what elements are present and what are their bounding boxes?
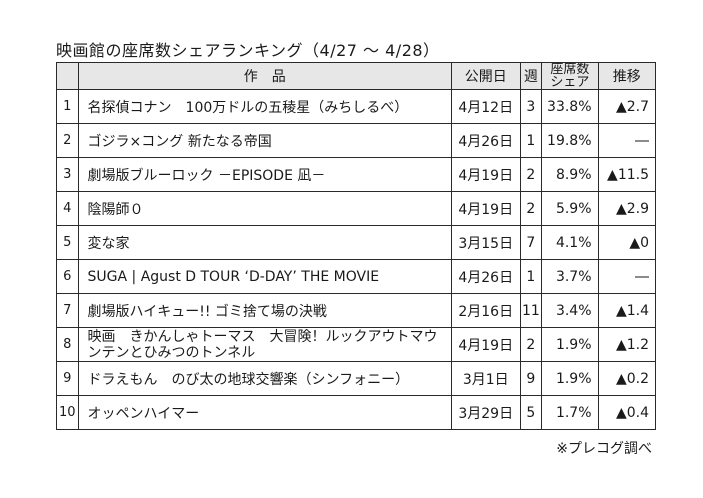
rank-cell: 6 [56,259,79,294]
trend-cell: ▲11.5 [597,157,657,192]
weeks-cell: 1 [519,259,543,294]
title-cell: 映画 きかんしゃトーマス 大冒険！ルックアウトマウンテンとひみつのトンネル [77,327,452,362]
title-cell: 陰陽師０ [77,191,452,226]
share-cell: 19.8% [541,123,599,158]
share-cell: 3.7% [541,259,599,294]
release-date-cell: 4月19日 [450,327,521,362]
trend-cell: ▲1.2 [597,327,657,362]
share-cell: 1.7% [541,395,599,430]
table-row: 5 変な家 3月15日 7 4.1% ▲0 [56,225,657,260]
table-row: 7 劇場版ハイキュー!! ゴミ捨て場の決戦 2月16日 11 3.4% ▲1.4 [56,293,657,328]
page-title: 映画館の座席数シェアランキング（4/27 ～ 4/28） [56,41,440,60]
header-release-date: 公開日 [450,62,521,90]
header-title-label: 作 品 [243,69,286,85]
table-row: 8 映画 きかんしゃトーマス 大冒険！ルックアウトマウンテンとひみつのトンネル … [56,327,657,362]
trend-cell: ― [597,123,657,158]
trend-cell: ▲2.7 [597,89,657,124]
trend-cell: ― [597,259,657,294]
weeks-cell: 2 [519,157,543,192]
share-cell: 1.9% [541,361,599,396]
share-cell: 1.9% [541,327,599,362]
release-date-cell: 4月19日 [450,191,521,226]
release-date-cell: 3月1日 [450,361,521,396]
release-date-cell: 4月26日 [450,123,521,158]
share-cell: 33.8% [541,89,599,124]
rank-cell: 1 [56,89,79,124]
trend-cell: ▲0.2 [597,361,657,396]
title-cell: オッペンハイマー [77,395,452,430]
weeks-cell: 2 [519,327,543,362]
rank-cell: 5 [56,225,79,260]
weeks-cell: 7 [519,225,543,260]
trend-cell: ▲1.4 [597,293,657,328]
trend-cell: ▲0.4 [597,395,657,430]
title-cell: 名探偵コナン 100万ドルの五稜星（みちしるべ） [77,89,452,124]
header-trend: 推移 [597,62,657,90]
table-row: 3 劇場版ブルーロック －EPISODE 凪－ 4月19日 2 8.9% ▲11… [56,157,657,192]
weeks-cell: 5 [519,395,543,430]
rank-cell: 3 [56,157,79,192]
header-share-line1: 座席数 [550,62,590,77]
rank-cell: 10 [56,395,79,430]
header-title: 作 品 [77,62,452,90]
title-cell: SUGA | Agust D TOUR ‘D-DAY’ THE MOVIE [77,259,452,294]
rank-cell: 7 [56,293,79,328]
title-cell: 劇場版ハイキュー!! ゴミ捨て場の決戦 [77,293,452,328]
release-date-cell: 2月16日 [450,293,521,328]
share-cell: 4.1% [541,225,599,260]
share-cell: 3.4% [541,293,599,328]
rank-cell: 2 [56,123,79,158]
release-date-cell: 3月15日 [450,225,521,260]
table-header-row: 作 品 公開日 週 座席数 シェア 推移 [56,62,657,90]
trend-cell: ▲2.9 [597,191,657,226]
rank-cell: 8 [56,327,79,362]
title-cell: 変な家 [77,225,452,260]
header-weeks: 週 [519,62,543,90]
source-footnote: ※プレコグ調べ [556,441,652,457]
header-share-line2: シェア [550,75,590,90]
rank-cell: 9 [56,361,79,396]
release-date-cell: 3月29日 [450,395,521,430]
title-cell: ドラえもん のび太の地球交響楽（シンフォニー） [77,361,452,396]
table-row: 10 オッペンハイマー 3月29日 5 1.7% ▲0.4 [56,395,657,430]
table-row: 4 陰陽師０ 4月19日 2 5.9% ▲2.9 [56,191,657,226]
title-cell: 劇場版ブルーロック －EPISODE 凪－ [77,157,452,192]
share-cell: 8.9% [541,157,599,192]
header-share: 座席数 シェア [541,62,599,90]
weeks-cell: 2 [519,191,543,226]
weeks-cell: 3 [519,89,543,124]
header-rank [56,62,79,90]
title-cell: ゴジラ×コング 新たなる帝国 [77,123,452,158]
table-row: 1 名探偵コナン 100万ドルの五稜星（みちしるべ） 4月12日 3 33.8%… [56,89,657,124]
table-row: 2 ゴジラ×コング 新たなる帝国 4月26日 1 19.8% ― [56,123,657,158]
share-cell: 5.9% [541,191,599,226]
table-row: 6 SUGA | Agust D TOUR ‘D-DAY’ THE MOVIE … [56,259,657,294]
trend-cell: ▲0 [597,225,657,260]
rank-cell: 4 [56,191,79,226]
weeks-cell: 1 [519,123,543,158]
release-date-cell: 4月19日 [450,157,521,192]
release-date-cell: 4月26日 [450,259,521,294]
weeks-cell: 9 [519,361,543,396]
table-row: 9 ドラえもん のび太の地球交響楽（シンフォニー） 3月1日 9 1.9% ▲0… [56,361,657,396]
release-date-cell: 4月12日 [450,89,521,124]
ranking-table: 作 品 公開日 週 座席数 シェア 推移 1 名探偵コナン 100万ドルの五稜星… [56,62,657,430]
weeks-cell: 11 [519,293,543,328]
